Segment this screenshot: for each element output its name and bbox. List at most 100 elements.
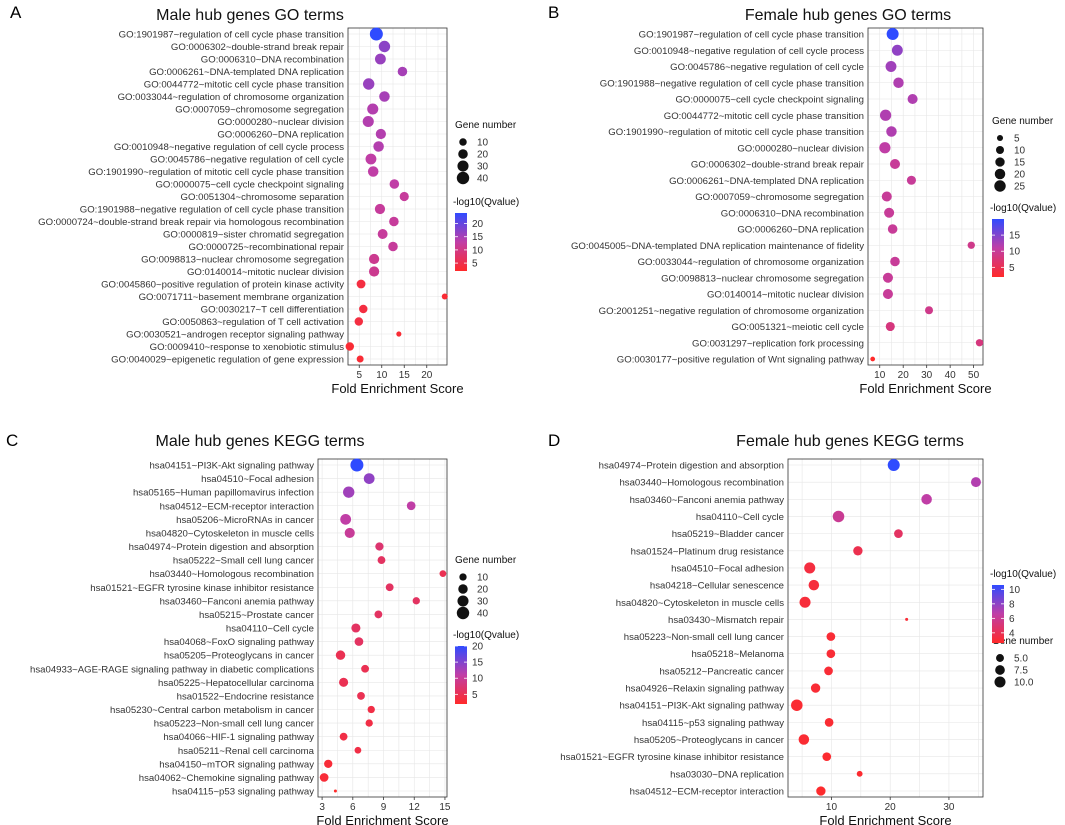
data-point <box>891 44 903 56</box>
data-point <box>882 272 893 283</box>
y-tick-label: hsa04066~HIF-1 signaling pathway <box>163 732 314 743</box>
data-point <box>351 623 361 633</box>
y-tick-label: GO:0031297~replication fork processing <box>692 338 864 349</box>
color-legend: -log10(Qvalue) 5 10 15 <box>990 203 1056 277</box>
data-point <box>856 770 863 777</box>
size-legend-label: 20 <box>1014 170 1026 181</box>
size-legend-key <box>996 134 1004 142</box>
data-point <box>921 494 932 505</box>
color-legend-label: 15 <box>472 658 484 669</box>
y-tick-label: hsa05205~Proteoglycans in cancer <box>634 735 785 746</box>
data-point <box>397 66 408 77</box>
panel-letter: A <box>10 3 22 22</box>
color-legend-label: 8 <box>1009 599 1015 610</box>
data-point <box>879 109 892 121</box>
y-tick-label: GO:0006261~DNA-templated DNA replication <box>669 176 864 187</box>
x-tick-label: 20 <box>885 802 897 813</box>
y-tick-label: GO:0000819~sister chromatid segregation <box>163 230 344 241</box>
y-tick-label: GO:0045786~negative regulation of cell c… <box>150 155 344 166</box>
data-point <box>406 501 416 511</box>
y-tick-label: GO:0045005~DNA-templated DNA replication… <box>571 241 864 252</box>
size-legend-label: 25 <box>1014 182 1026 193</box>
data-point <box>816 786 826 796</box>
size-legend-label: 40 <box>477 174 489 185</box>
data-point <box>885 61 897 72</box>
size-legend-label: 15 <box>1014 158 1026 169</box>
size-legend-key <box>457 160 469 172</box>
y-tick-label: GO:0000280~nuclear division <box>737 143 864 154</box>
size-legend-label: 40 <box>477 609 489 620</box>
y-tick-label: GO:0040029~epigenetic regulation of gene… <box>111 355 344 366</box>
y-tick-label: hsa05205~Proteoglycans in cancer <box>164 651 315 662</box>
x-axis-label: Fold Enrichment Score <box>331 381 463 396</box>
data-point <box>354 317 364 326</box>
y-tick-label: GO:0007059~chromosome segregation <box>695 192 864 203</box>
color-legend-title: -log10(Qvalue) <box>990 569 1056 580</box>
data-point <box>367 166 379 177</box>
size-legend-title: Gene number <box>992 116 1054 127</box>
y-tick-label: hsa01524~Platinum drug resistance <box>631 546 784 557</box>
size-legend-key <box>994 676 1006 688</box>
y-tick-label: hsa05206~MicroRNAs in cancer <box>176 515 315 526</box>
x-tick-label: 20 <box>898 370 910 381</box>
color-legend-label: 5 <box>1009 263 1015 274</box>
data-point <box>354 746 362 754</box>
data-point <box>798 734 810 745</box>
size-legend-key <box>456 606 470 620</box>
x-tick-label: 50 <box>968 370 980 381</box>
panel-letter: B <box>548 3 559 22</box>
y-tick-label: GO:2001251~negative regulation of chromo… <box>599 306 864 317</box>
data-point <box>808 579 820 591</box>
data-point <box>853 546 863 556</box>
y-tick-label: hsa03440~Homologous recombination <box>619 478 784 489</box>
size-legend-key <box>995 157 1005 167</box>
y-tick-label: GO:0098813~nuclear chromosome segregatio… <box>141 255 344 266</box>
data-point <box>810 683 821 693</box>
y-tick-label: hsa04510~Focal adhesion <box>201 474 314 485</box>
data-point <box>905 617 909 621</box>
y-tick-label: GO:0051321~meiotic cell cycle <box>731 322 864 333</box>
data-point <box>385 583 394 592</box>
data-point <box>439 570 447 578</box>
panel-a: A Male hub genes GO terms GO:1901987~regul… <box>10 3 519 396</box>
data-point <box>890 256 900 267</box>
data-point <box>882 288 893 300</box>
data-point <box>359 304 368 314</box>
data-point <box>367 705 375 714</box>
y-tick-label: hsa04820~Cytoskeleton in muscle cells <box>616 598 784 609</box>
size-legend-label: 30 <box>477 597 489 608</box>
data-point <box>799 596 811 608</box>
y-tick-label: GO:0033044~regulation of chromosome orga… <box>638 257 864 268</box>
data-point <box>824 718 834 727</box>
chart-title: Female hub genes KEGG terms <box>736 433 964 450</box>
color-legend-label: 20 <box>472 642 484 653</box>
size-legend-key <box>994 168 1006 180</box>
data-point <box>389 216 399 227</box>
color-legend-label: 5 <box>472 259 478 270</box>
y-tick-label: GO:0006302~double-strand break repair <box>691 160 865 171</box>
data-point <box>374 53 386 65</box>
y-tick-label: GO:0000280~nuclear division <box>217 117 344 128</box>
data-point <box>826 649 836 659</box>
y-tick-label: GO:0009410~response to xenobiotic stimul… <box>150 342 345 353</box>
data-point <box>350 458 364 472</box>
data-point <box>319 773 329 782</box>
y-tick-label: GO:0006302~double-strand break repair <box>171 42 345 53</box>
x-axis-label: Fold Enrichment Score <box>819 813 951 825</box>
size-legend-label: 10 <box>477 573 489 584</box>
size-legend-title: Gene number <box>455 555 517 566</box>
y-tick-label: GO:1901990~regulation of mitotic cell cy… <box>88 167 344 178</box>
data-point <box>832 510 845 523</box>
y-tick-label: GO:1901987~regulation of cell cycle phas… <box>119 30 344 41</box>
plot-border <box>347 27 448 366</box>
y-tick-label: hsa04110~Cell cycle <box>226 624 314 635</box>
y-tick-label: hsa04820~Cytoskeleton in muscle cells <box>146 528 314 539</box>
data-point <box>377 229 388 239</box>
y-tick-label: hsa05222~Small cell lung cancer <box>173 556 315 567</box>
x-tick-label: 12 <box>409 802 421 813</box>
color-legend-bar <box>992 219 1004 277</box>
x-tick-label: 15 <box>439 802 451 813</box>
y-tick-label: GO:0030521~androgen receptor signaling p… <box>126 330 344 341</box>
data-point <box>893 77 904 88</box>
